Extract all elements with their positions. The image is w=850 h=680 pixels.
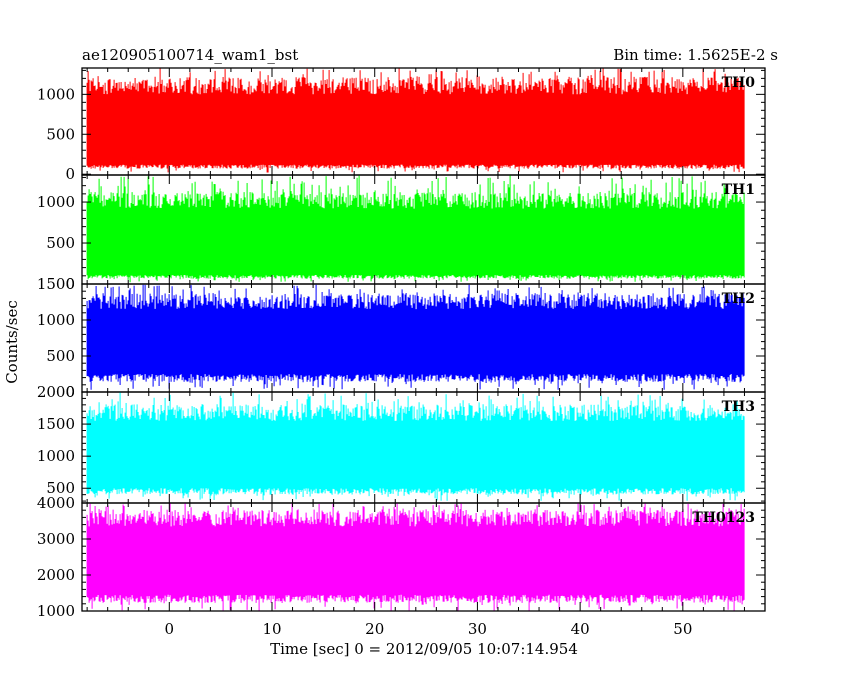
- x-tick-label: 30: [468, 620, 487, 638]
- y-tick-label: 3000: [37, 530, 75, 548]
- x-tick-label: 50: [673, 620, 692, 638]
- y-tick-label: 500: [46, 125, 75, 143]
- y-tick-label: 1000: [37, 193, 75, 211]
- panel-th3: 500 1000 1500 2000 TH3: [37, 383, 766, 504]
- y-tick-label: 1000: [37, 311, 75, 329]
- y-tick-label: 1000: [37, 85, 75, 103]
- y-tick-label: 1000: [37, 602, 75, 620]
- x-tick-label: 20: [365, 620, 384, 638]
- series-line-th0123: [86, 503, 745, 611]
- panel-label-th0: TH0: [722, 75, 756, 91]
- panel-label-th0123: TH0123: [692, 510, 755, 526]
- panel-label-th3: TH3: [722, 399, 755, 415]
- panel-th2: 0 500 1000 1500 TH2: [37, 275, 766, 401]
- panel-th0: 0 500 1000 TH0: [37, 67, 766, 183]
- panel-frame: [81, 502, 766, 612]
- x-axis-label: Time [sec] 0 = 2012/09/05 10:07:14.954: [270, 640, 578, 658]
- series-line-th0: [86, 68, 745, 173]
- panel-th1: 0 500 1000 TH1: [37, 174, 766, 293]
- y-tick-label: 500: [46, 347, 75, 365]
- x-tick-label: 10: [262, 620, 281, 638]
- y-tick-label: 1500: [37, 415, 75, 433]
- series-line-th2: [86, 284, 745, 390]
- y-tick-label: 1500: [37, 275, 75, 293]
- y-tick-label: 4000: [37, 494, 75, 512]
- panel-label-th2: TH2: [722, 291, 755, 307]
- y-axis-label: Counts/sec: [3, 300, 21, 384]
- x-tick-label: 0: [165, 620, 175, 638]
- panel-th0123: 1000 2000 3000 4000 TH0123: [37, 494, 766, 620]
- chart-title-right: Bin time: 1.5625E-2 s: [613, 46, 778, 64]
- panel-label-th1: TH1: [722, 182, 755, 198]
- panels-group: 05001000TH005001000TH1050010001500TH2500…: [37, 67, 766, 638]
- y-tick-label: 2000: [37, 383, 75, 401]
- series-line-th3: [86, 392, 745, 501]
- x-tick-label: 40: [571, 620, 590, 638]
- y-tick-label: 0: [65, 383, 75, 401]
- y-tick-label: 2000: [37, 566, 75, 584]
- y-tick-label: 500: [46, 479, 75, 497]
- y-tick-label: 500: [46, 234, 75, 252]
- y-tick-label: 0: [65, 165, 75, 183]
- chart-title-left: ae120905100714_wam1_bst: [82, 46, 298, 64]
- y-tick-label: 0: [65, 275, 75, 293]
- y-tick-label: 1000: [37, 447, 75, 465]
- series-line-th1: [86, 175, 745, 283]
